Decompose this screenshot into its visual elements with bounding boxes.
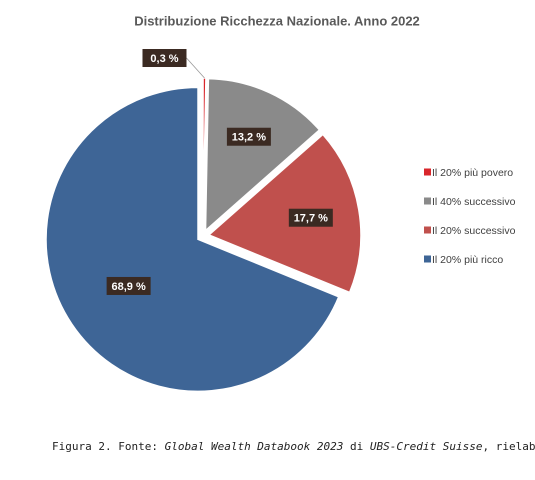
- legend-label: Il 40% successivo: [432, 196, 516, 208]
- leader-line: [186, 57, 205, 79]
- chart-title: Distribuzione Ricchezza Nazionale. Anno …: [134, 13, 420, 28]
- caption: Figura 2. Fonte: Global Wealth Databook …: [52, 440, 535, 453]
- caption-part: , rielaborazione Oxfam: [483, 440, 535, 453]
- legend-label: Il 20% più povero: [432, 167, 513, 179]
- caption-part: UBS-Credit Suisse: [370, 440, 483, 453]
- caption-part: Figura 2. Fonte:: [52, 440, 165, 453]
- value-label-box: [226, 127, 271, 146]
- value-label: 68,9 %: [112, 281, 146, 293]
- legend-swatch: [424, 255, 431, 263]
- legend-swatch: [424, 168, 431, 176]
- value-label: 17,7 %: [294, 213, 328, 225]
- pie-slice: [204, 77, 321, 233]
- caption-part: Global Wealth Databook 2023: [165, 440, 344, 453]
- legend-swatch: [424, 197, 431, 205]
- legend-label: Il 20% successivo: [432, 225, 516, 237]
- value-label-box: [142, 49, 187, 68]
- caption-part: di: [343, 440, 370, 453]
- value-label: 13,2 %: [232, 132, 266, 144]
- value-label-box: [106, 276, 151, 295]
- value-label: 0,3 %: [150, 53, 178, 65]
- pie-slice: [45, 86, 340, 393]
- legend-label: Il 20% più ricco: [432, 254, 503, 266]
- legend-swatch: [424, 226, 431, 234]
- value-label-box: [288, 208, 333, 227]
- pie-slice: [207, 133, 362, 294]
